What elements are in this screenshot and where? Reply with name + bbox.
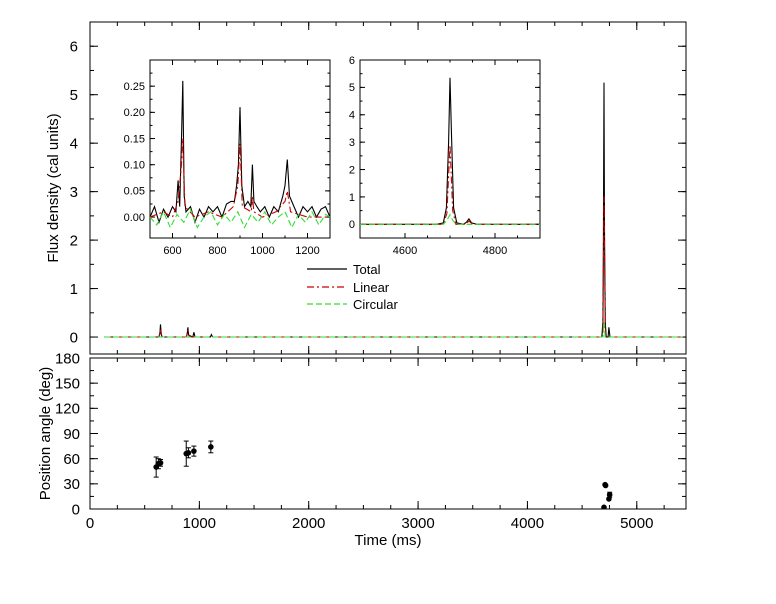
inset-left-plot-area [150, 80, 330, 229]
flux-main-ytick-label: 5 [70, 87, 78, 104]
inset-right-panel: 4600 4800 0 1 2 3 4 5 6 [349, 55, 541, 257]
inset-left-panel: 600 800 1000 1200 0.00 0.05 0.10 0.15 0.20 0.25 [124, 59, 331, 257]
position-angle-xtick-label: 2000 [292, 515, 325, 532]
legend-circular-label: Circular [353, 297, 398, 312]
inset-left-ytick-label: 0.10 [124, 160, 145, 172]
inset-right-xtick-label: 4600 [393, 245, 417, 257]
inset-right-xtick-label: 4800 [483, 245, 507, 257]
inset-right-ytick-label: 3 [349, 137, 355, 149]
inset-right-ytick-label: 4 [349, 110, 355, 122]
position-angle-xtick-label: 0 [86, 515, 94, 532]
inset-right-series-linear [360, 144, 540, 225]
position-angle-xtick-label: 5000 [620, 515, 653, 532]
inset-right-ytick-label: 6 [349, 55, 355, 67]
inset-left-ytick-label: 0.05 [124, 186, 145, 198]
inset-left-series-linear [150, 138, 330, 218]
inset-right-plot-area [360, 77, 540, 225]
legend: Total Linear Circular [307, 262, 398, 312]
inset-right-series-circular [360, 213, 540, 225]
position-angle-point [157, 460, 164, 466]
flux-main-series-linear [104, 196, 683, 338]
inset-right-ytick-label: 0 [349, 219, 355, 231]
position-angle-ytick-label: 120 [55, 401, 80, 418]
legend-total-label: Total [353, 262, 381, 277]
position-angle-ytick-label: 150 [55, 375, 80, 392]
inset-left-ytick-label: 0.15 [124, 133, 145, 145]
flux-main-ytick-label: 6 [70, 38, 78, 55]
inset-left-ytick-label: 0.25 [124, 81, 145, 93]
position-angle-ytick-label: 90 [63, 426, 80, 443]
position-angle-ytick-label: 60 [63, 451, 80, 468]
flux-main-series-total [104, 82, 683, 338]
position-angle-frame [89, 357, 687, 510]
flux-main-ytick-label: 0 [70, 329, 78, 346]
position-angle-point [185, 449, 192, 456]
inset-right-ytick-label: 2 [349, 164, 355, 176]
flux-main-plot-area [104, 82, 683, 338]
inset-right-series-total [360, 77, 540, 225]
flux-main-series-circular [104, 322, 683, 338]
inset-left-ytick-label: 0.00 [124, 212, 145, 224]
position-angle-point [606, 491, 613, 498]
position-angle-xlabel: Time (ms) [355, 532, 422, 549]
legend-linear-label: Linear [353, 280, 390, 295]
inset-left-xtick-label: 1200 [295, 245, 319, 257]
position-angle-ytick-label: 30 [63, 476, 80, 493]
inset-left-series-circular [150, 207, 330, 229]
position-angle-point [602, 482, 609, 489]
position-angle-ylabel: Position angle (deg) [37, 367, 54, 500]
flux-main-ytick-label: 2 [70, 232, 78, 249]
position-angle-ytick-label: 180 [55, 350, 80, 367]
position-angle-xtick-label: 3000 [401, 515, 434, 532]
flux-main-ytick-label: 1 [70, 281, 78, 298]
position-angle-point [191, 448, 197, 454]
position-angle-point [208, 444, 214, 450]
position-angle-point [601, 504, 607, 509]
position-angle-ytick-label: 0 [72, 501, 80, 518]
flux-main-ylabel: Flux density (cal units) [45, 113, 62, 262]
position-angle-xtick-label: 4000 [511, 515, 544, 532]
flux-main-ytick-label: 3 [70, 184, 78, 201]
position-angle-plot-area [153, 440, 613, 509]
inset-left-xtick-label: 600 [163, 245, 181, 257]
position-angle-panel: 0 1000 2000 3000 4000 5000 0 30 60 90 120 150 180Pos… [37, 350, 687, 549]
inset-left-ytick-label: 0.20 [124, 107, 145, 119]
flux-main-ytick-label: 4 [70, 135, 78, 152]
inset-right-ytick-label: 5 [349, 82, 355, 94]
inset-left-xtick-label: 800 [208, 245, 226, 257]
inset-right-ytick-label: 1 [349, 192, 355, 204]
inset-left-xtick-label: 1000 [250, 245, 274, 257]
position-angle-xtick-label: 1000 [183, 515, 216, 532]
